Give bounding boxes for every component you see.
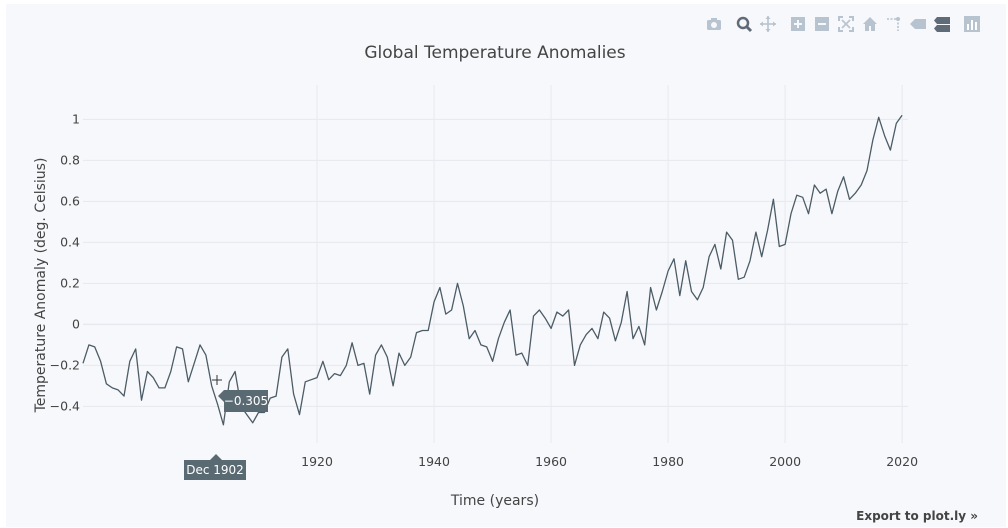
y-axis-title: Temperature Anomaly (deg. Celsius) xyxy=(33,158,49,414)
zoom-in-icon[interactable] xyxy=(788,14,808,34)
hover-x-label: Dec 1902 xyxy=(184,454,246,480)
y-tick-label: 1 xyxy=(72,111,80,126)
x-tick-label: 1980 xyxy=(652,454,684,469)
hover-closest-icon[interactable] xyxy=(908,14,928,34)
series-line xyxy=(82,114,903,426)
export-link[interactable]: Export to plot.ly » xyxy=(856,509,978,523)
y-tick-label: 0.8 xyxy=(60,152,80,167)
pan-icon[interactable] xyxy=(758,14,778,34)
y-tick-label: 0.6 xyxy=(60,193,80,208)
crosshair-cursor-icon xyxy=(212,375,222,385)
spike-lines-icon[interactable] xyxy=(884,14,904,34)
chart-title: Global Temperature Anomalies xyxy=(364,43,625,63)
home-icon[interactable] xyxy=(860,14,880,34)
zoom-icon[interactable] xyxy=(734,14,754,34)
x-tick-label: 1940 xyxy=(418,454,450,469)
plot-container: 1920 1940 1960 1980 2000 2020 −0.4 −0.2 0 0.2 0.4… xyxy=(6,4,1006,527)
zoom-out-icon[interactable] xyxy=(812,14,832,34)
y-axis-ticks: −0.4 −0.2 0 0.2 0.4 0.6 0.8 1 xyxy=(50,111,80,413)
chart[interactable]: 1920 1940 1960 1980 2000 2020 −0.4 −0.2 0 0.2 0.4… xyxy=(6,4,1006,527)
grid xyxy=(83,85,908,443)
y-tick-label: −0.4 xyxy=(50,398,80,413)
modebar xyxy=(704,14,982,34)
x-axis-title: Time (years) xyxy=(450,493,539,509)
y-tick-label: −0.2 xyxy=(50,357,80,372)
x-tick-label: 1960 xyxy=(535,454,567,469)
series-line-layer xyxy=(82,114,903,426)
y-tick-label: 0.4 xyxy=(60,234,80,249)
y-tick-label: 0 xyxy=(72,316,80,331)
x-tick-label: 2020 xyxy=(886,454,918,469)
camera-icon[interactable] xyxy=(704,14,724,34)
y-tick-label: 0.2 xyxy=(60,275,80,290)
x-tick-label: 1920 xyxy=(301,454,333,469)
hover-compare-icon[interactable] xyxy=(932,14,952,34)
x-axis-ticks: 1920 1940 1960 1980 2000 2020 xyxy=(301,454,918,469)
plotly-logo-icon[interactable] xyxy=(962,14,982,34)
hover-value-label: −0.305 xyxy=(218,390,268,412)
svg-text:−0.305: −0.305 xyxy=(224,394,268,408)
autoscale-icon[interactable] xyxy=(836,14,856,34)
svg-text:Dec 1902: Dec 1902 xyxy=(186,463,244,477)
x-tick-label: 2000 xyxy=(769,454,801,469)
hover-layer: −0.305 Dec 1902 xyxy=(184,375,268,480)
